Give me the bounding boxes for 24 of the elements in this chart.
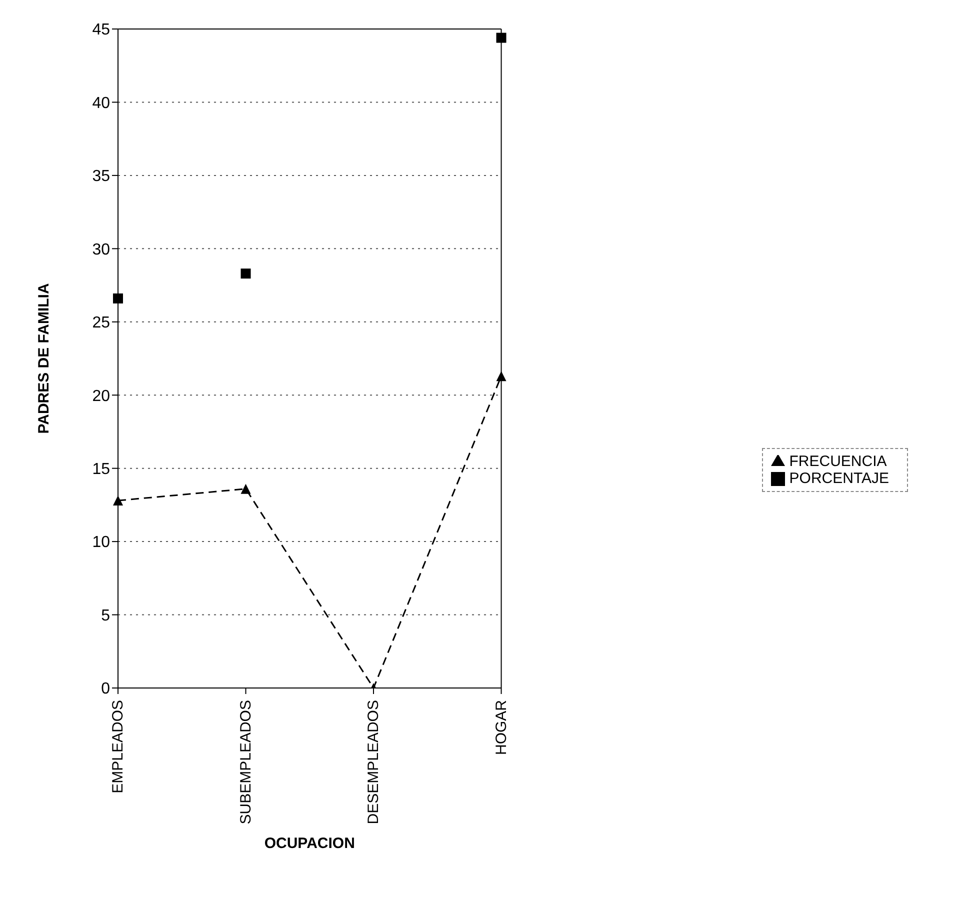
y-tick-label: 30 [92,241,110,258]
y-tick-label: 25 [92,314,110,332]
point [496,371,506,382]
legend-label: FRECUENCIA [789,453,887,470]
point [240,484,251,494]
y-tick-label: 0 [101,680,110,698]
y-axis-title: PADRES DE FAMILIA [35,283,52,434]
x-tick-label: DESEMPLEADOS [365,700,382,824]
point [113,293,123,304]
y-tick-label: 10 [92,534,110,552]
y-tick-label: 15 [92,461,110,478]
y-tick-label: 35 [92,168,110,186]
point [113,496,123,506]
point [240,268,251,279]
point [496,32,506,43]
y-tick-label: 45 [92,22,110,39]
y-tick-label: 40 [92,94,110,112]
x-axis-title: OCUPACION [264,835,355,852]
legend-label: PORCENTAJE [789,470,889,487]
x-tick-label: HOGAR [492,700,510,756]
x-tick-label: SUBEMPLEADOS [237,700,254,824]
x-tick-label: EMPLEADOS [110,700,126,794]
y-tick-label: 5 [101,607,110,624]
y-tick-label: 20 [92,388,110,405]
